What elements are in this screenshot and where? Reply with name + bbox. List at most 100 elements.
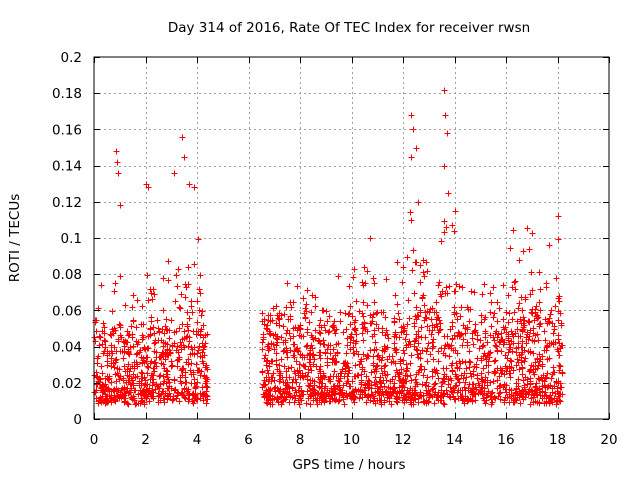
data-point [165, 258, 172, 265]
data-point [142, 346, 149, 353]
data-point [343, 326, 350, 333]
data-point [452, 383, 459, 390]
data-point [412, 383, 419, 390]
data-point [117, 202, 124, 209]
data-point [160, 275, 167, 282]
data-point [197, 328, 204, 335]
data-point [303, 301, 310, 308]
x-tick-label: 4 [193, 432, 202, 448]
data-point [371, 327, 378, 334]
data-point [539, 388, 546, 395]
data-point [483, 397, 490, 404]
data-point [522, 294, 529, 301]
data-point [117, 391, 124, 398]
data-point [439, 288, 446, 295]
data-point [511, 397, 518, 404]
data-point [196, 343, 203, 350]
data-point [186, 338, 193, 345]
data-point [347, 383, 354, 390]
data-point [529, 310, 536, 317]
data-point [340, 329, 347, 336]
data-point [147, 391, 154, 398]
data-point [176, 325, 183, 332]
data-point [374, 362, 381, 369]
data-point [490, 314, 497, 321]
data-point [356, 395, 363, 402]
data-point [283, 349, 290, 356]
data-point [123, 388, 130, 395]
data-point [291, 392, 298, 399]
data-point [410, 247, 417, 254]
data-point [423, 348, 430, 355]
data-point [111, 364, 118, 371]
data-point [126, 351, 133, 358]
x-tick-label: 20 [600, 432, 617, 448]
data-point [316, 379, 323, 386]
data-point [381, 348, 388, 355]
data-point [300, 362, 307, 369]
data-point [407, 209, 414, 216]
data-point [358, 356, 365, 363]
data-point [360, 337, 367, 344]
data-point [529, 230, 536, 237]
data-point [536, 323, 543, 330]
data-point [480, 365, 487, 372]
data-point [515, 376, 522, 383]
data-point [178, 380, 185, 387]
data-point [148, 314, 155, 321]
data-point [317, 330, 324, 337]
data-point [496, 390, 503, 397]
data-point [552, 303, 559, 310]
data-point [359, 330, 366, 337]
data-point [491, 310, 498, 317]
data-point [202, 340, 209, 347]
data-point [475, 390, 482, 397]
data-point [392, 373, 399, 380]
data-point [150, 324, 157, 331]
data-point [319, 307, 326, 314]
data-point [403, 331, 410, 338]
data-point [337, 318, 344, 325]
data-point [131, 387, 138, 394]
data-point [487, 393, 494, 400]
data-point [309, 345, 316, 352]
data-point [546, 242, 553, 249]
data-point [309, 377, 316, 384]
data-point [163, 326, 170, 333]
data-point [458, 304, 465, 311]
data-point [331, 327, 338, 334]
data-point [408, 352, 415, 359]
data-point [188, 360, 195, 367]
data-point [110, 328, 117, 335]
data-point [547, 382, 554, 389]
data-point [478, 370, 485, 377]
data-point [478, 357, 485, 364]
data-point [168, 317, 175, 324]
data-point [419, 381, 426, 388]
data-point [516, 257, 523, 264]
y-tick-label: 0.18 [52, 86, 82, 102]
data-point [519, 307, 526, 314]
data-point [548, 375, 555, 382]
data-point [114, 365, 121, 372]
data-point [499, 336, 506, 343]
data-point [322, 383, 329, 390]
data-point [134, 297, 141, 304]
data-point [462, 330, 469, 337]
data-point [408, 377, 415, 384]
data-point [297, 322, 304, 329]
data-point [138, 354, 145, 361]
data-point [424, 358, 431, 365]
data-point [117, 273, 124, 280]
data-point [474, 336, 481, 343]
data-point [286, 374, 293, 381]
data-point [400, 380, 407, 387]
data-point [331, 318, 338, 325]
data-point [346, 310, 353, 317]
data-point [298, 397, 305, 404]
data-point [526, 333, 533, 340]
data-point [121, 363, 128, 370]
data-point [521, 358, 528, 365]
data-point [281, 311, 288, 318]
data-point [394, 301, 401, 308]
